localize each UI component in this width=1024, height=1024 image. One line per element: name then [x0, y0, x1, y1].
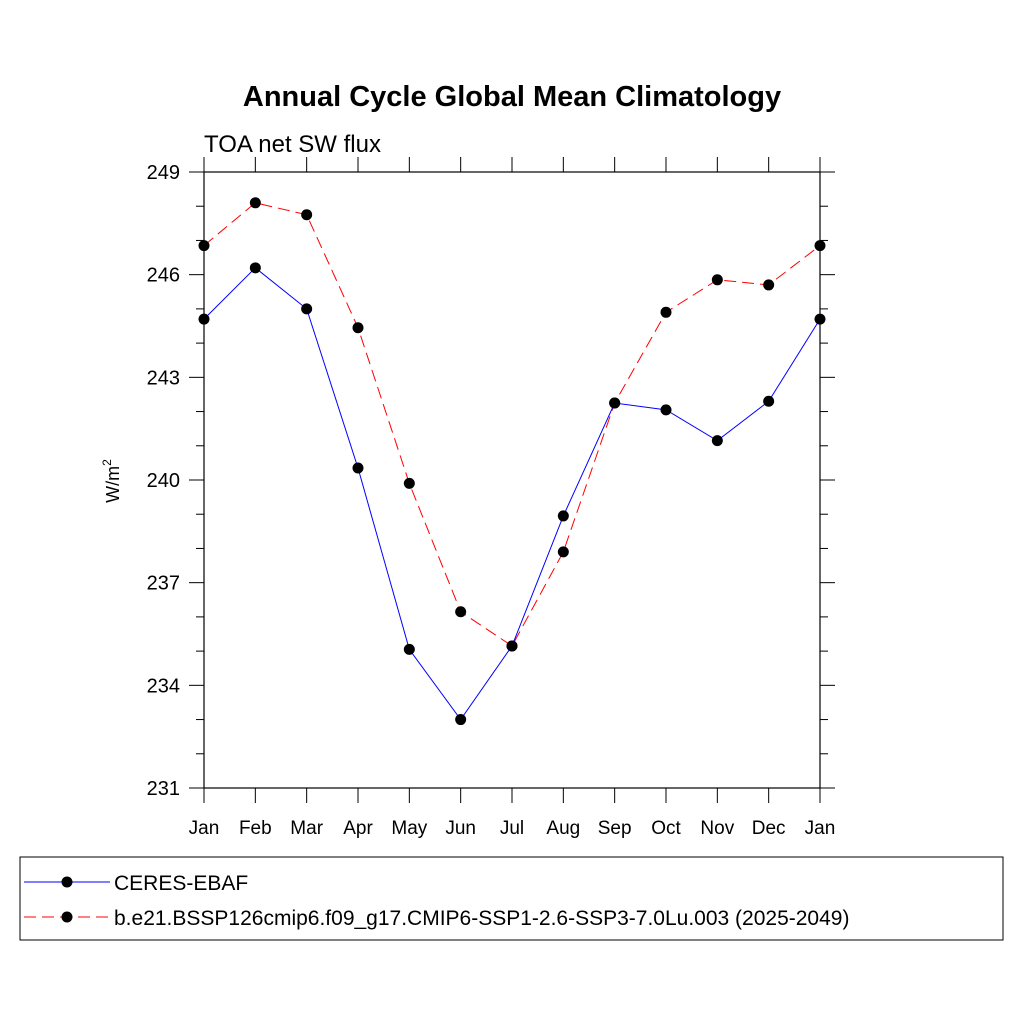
legend: CERES-EBAF b.e21.BSSP126cmip6.f09_g17.CMI…: [19, 856, 1004, 941]
y-tick-label: 249: [147, 162, 180, 184]
legend-label-1: CERES-EBAF: [114, 872, 248, 895]
y-tick-label: 240: [147, 470, 180, 492]
legend-box: [19, 856, 1004, 941]
x-tick-label: Mar: [290, 818, 323, 839]
series-line-2: [203, 202, 821, 647]
series-2-point: [557, 546, 569, 558]
series-2-point: [249, 197, 261, 209]
series-1-point: [609, 397, 621, 409]
series-1-point: [403, 643, 415, 655]
series-2-point: [352, 322, 364, 334]
x-tick-label: Dec: [752, 818, 786, 839]
x-tick-label: May: [391, 818, 427, 839]
y-tick-label: 231: [147, 778, 180, 800]
plot-area: 231 234 237 240 243 246 249 Jan Feb Mar Apr May Jun J…: [147, 157, 836, 839]
series-line-1: [203, 267, 821, 721]
series-2-point: [403, 477, 415, 489]
chart-subtitle: TOA net SW flux: [204, 131, 381, 158]
x-tick-label: Nov: [700, 818, 734, 839]
y-tick-label: 234: [147, 675, 180, 697]
y-axis-label-unit: W/m: [103, 466, 123, 503]
x-tick-label: Apr: [343, 818, 373, 839]
series-2-point: [660, 306, 672, 318]
series-1-point: [557, 510, 569, 522]
series-2-point: [301, 209, 313, 221]
series-1-point: [506, 640, 518, 652]
y-tick-label: 243: [147, 367, 180, 389]
series-1-point: [455, 714, 467, 726]
x-tick-label: Jan: [805, 818, 836, 839]
series-1-point: [352, 462, 364, 474]
y-tick-label: 237: [147, 573, 180, 595]
series-1-point: [249, 262, 261, 274]
legend-marker-2: [61, 911, 73, 923]
series-2-point: [763, 279, 775, 291]
series-1-point: [711, 435, 723, 447]
legend-marker-1: [61, 876, 73, 888]
x-tick-label: Feb: [239, 818, 272, 839]
x-tick-label: Aug: [546, 818, 580, 839]
series-1-point: [301, 303, 313, 315]
series-2-point: [711, 274, 723, 286]
series-2-point: [455, 606, 467, 618]
x-tick-label: Sep: [598, 818, 632, 839]
plot-frame: [203, 171, 821, 789]
series-1-point: [763, 395, 775, 407]
x-tick-label: Jun: [445, 818, 476, 839]
x-tick-label: Oct: [651, 818, 681, 839]
legend-label-2: b.e21.BSSP126cmip6.f09_g17.CMIP6-SSP1-2.…: [114, 907, 849, 930]
y-tick-label: 246: [147, 265, 180, 287]
x-tick-label: Jan: [189, 818, 220, 839]
series-1-point: [660, 404, 672, 416]
y-axis-label: W/m2: [100, 459, 123, 503]
y-axis-label-exponent: 2: [100, 459, 114, 466]
chart-title: Annual Cycle Global Mean Climatology: [243, 81, 781, 113]
x-tick-label: Jul: [500, 818, 524, 839]
